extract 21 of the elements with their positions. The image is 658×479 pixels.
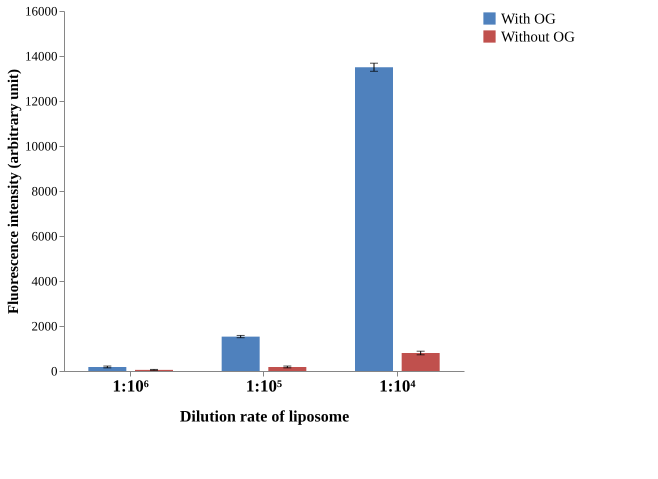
y-tick-label: 12000: [25, 94, 58, 108]
bar: [355, 67, 393, 371]
x-tick-label: 1:10⁴: [379, 376, 416, 396]
bar: [88, 366, 126, 371]
y-tick-label: 16000: [25, 4, 58, 18]
y-tick-label: 6000: [32, 228, 58, 244]
x-tick-label: 1:10⁶: [112, 376, 149, 396]
x-tick-label: 1:10⁵: [246, 376, 282, 396]
y-tick-label: 0: [51, 364, 58, 378]
x-axis-title: Dilution rate of liposome: [180, 408, 350, 426]
legend-label: Without OG: [501, 30, 576, 46]
bar: [222, 336, 260, 371]
y-tick-label: 4000: [32, 274, 58, 288]
legend-label: With OG: [501, 12, 556, 28]
y-tick-label: 8000: [32, 184, 58, 198]
y-tick-label: 10000: [25, 138, 58, 154]
y-tick-label: 14000: [25, 48, 58, 64]
y-axis-title: Fluorescence intensity (arbitrary unit): [6, 68, 22, 314]
bar: [268, 366, 306, 371]
bar: [402, 353, 440, 371]
y-tick-label: 2000: [32, 318, 58, 334]
